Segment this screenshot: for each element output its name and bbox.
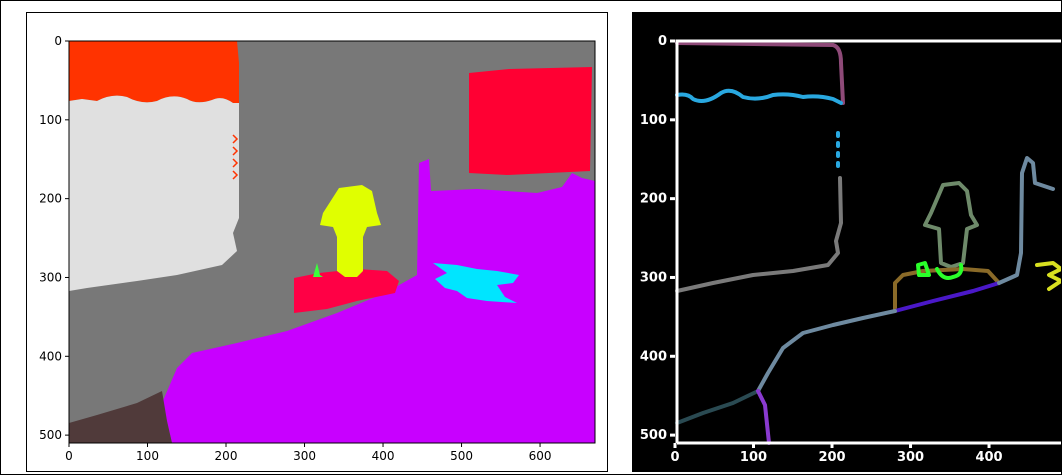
x-tick-label: 0: [65, 449, 73, 463]
x-tick-label: 200: [215, 449, 238, 463]
x-tick-label: 600: [529, 449, 552, 463]
floor-region: [69, 391, 172, 443]
segmentation-panel: 0 100 200 300 400 500 600 0 100 200 300 400 500: [26, 12, 608, 472]
plant-region: [313, 263, 323, 277]
window-region: [469, 67, 592, 175]
x-tick-label: 300: [293, 449, 316, 463]
x-tick-label: 500: [450, 449, 473, 463]
nightstand-region: [294, 269, 399, 313]
plant-boundary: [916, 261, 931, 277]
boundary-y-axis: 0 100 200 300 400 500: [640, 34, 675, 443]
bed-region: [162, 159, 595, 443]
segmentation-chart: 0 100 200 300 400 500 600 0 100 200 300 400 500: [39, 34, 596, 463]
x-tick-label: 0: [670, 450, 679, 465]
y-tick-label: 200: [39, 192, 62, 206]
curtain-side-boundary: [675, 176, 843, 293]
lamp-base-boundary: [935, 263, 964, 280]
lamp-region: [320, 185, 381, 277]
lamp-boundary: [923, 181, 979, 269]
curtain-edge-mark: [232, 134, 239, 144]
y-tick-label: 0: [658, 34, 667, 49]
wall-right-boundary: [997, 156, 1055, 285]
bed-boundary: [893, 281, 1001, 313]
pillow-boundary: [1035, 261, 1061, 291]
segmentation-axes-frame: [68, 40, 596, 444]
x-tick-label: 200: [818, 450, 845, 465]
curtain-edge-mark: [232, 146, 239, 156]
y-tick-label: 300: [39, 270, 62, 284]
y-tick-label: 200: [640, 192, 667, 207]
y-tick-label: 400: [39, 349, 62, 363]
boundary-panel: 0 100 200 300 400 0 100 200 300 400 500: [632, 12, 1062, 472]
curtain-top-boundary: [675, 88, 843, 105]
y-tick-label: 300: [640, 270, 667, 285]
x-tick-label: 300: [897, 450, 924, 465]
boundary-chart: 0 100 200 300 400 0 100 200 300 400 500: [640, 34, 1061, 465]
ceiling-region: [69, 41, 239, 103]
boundary-x-axis: 0 100 200 300 400: [670, 443, 1003, 465]
y-tick-label: 0: [54, 34, 62, 48]
floor-boundary: [756, 309, 897, 393]
nightstand-boundary: [893, 267, 1001, 313]
x-tick-label: 400: [372, 449, 395, 463]
boundary-axes-frame: [675, 39, 1061, 445]
y-tick-label: 400: [640, 349, 667, 364]
curtain-edge-mark: [232, 170, 239, 180]
segmentation-plot-area: [69, 41, 595, 443]
x-tick-label: 100: [136, 449, 159, 463]
boundary-plot-area: [675, 41, 1061, 445]
segmentation-y-axis: 0 100 200 300 400 500: [39, 34, 69, 442]
y-tick-label: 500: [39, 428, 62, 442]
y-tick-label: 100: [640, 113, 667, 128]
x-tick-label: 100: [740, 450, 767, 465]
curtain-region: [69, 95, 239, 292]
floor-left-boundary: [675, 389, 760, 425]
curtain-edge-marks: [232, 134, 239, 180]
segmentation-x-axis: 0 100 200 300 400 500 600: [65, 443, 551, 463]
ceiling-boundary: [675, 41, 845, 105]
curtain-edge-mark: [232, 158, 239, 168]
x-tick-label: 400: [975, 450, 1002, 465]
floor-right-boundary: [756, 389, 771, 445]
y-tick-label: 100: [39, 113, 62, 127]
pillow-region: [433, 263, 519, 303]
y-tick-label: 500: [640, 428, 667, 443]
